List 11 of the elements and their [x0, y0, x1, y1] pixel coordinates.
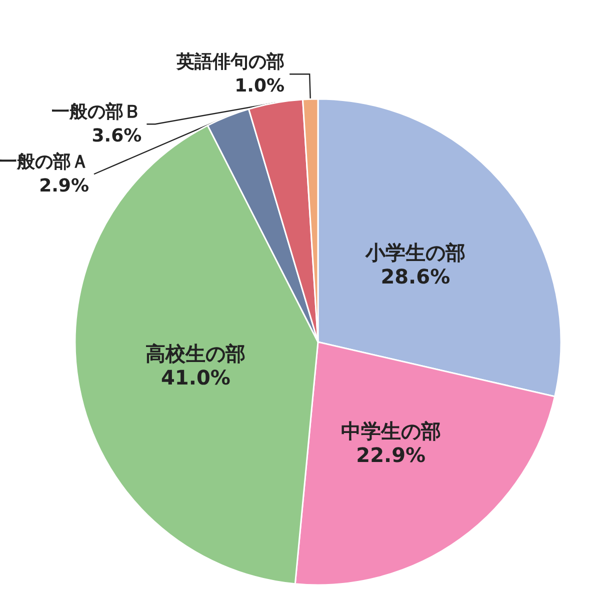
- data-label: 28.6%: [380, 264, 450, 288]
- slice-label: 英語俳句の部: [176, 52, 285, 73]
- data-label: 3.6%: [92, 126, 142, 147]
- slice-label: 一般の部Ｂ: [52, 102, 142, 123]
- slice-label: 小学生の部: [364, 240, 466, 264]
- data-label: 41.0%: [161, 365, 230, 390]
- slice-label: 高校生の部: [146, 341, 246, 366]
- data-label: 1.0%: [234, 76, 285, 97]
- data-label: 2.9%: [39, 176, 89, 197]
- data-label: 22.9%: [356, 442, 426, 467]
- slice-label: 中学生の部: [340, 418, 441, 443]
